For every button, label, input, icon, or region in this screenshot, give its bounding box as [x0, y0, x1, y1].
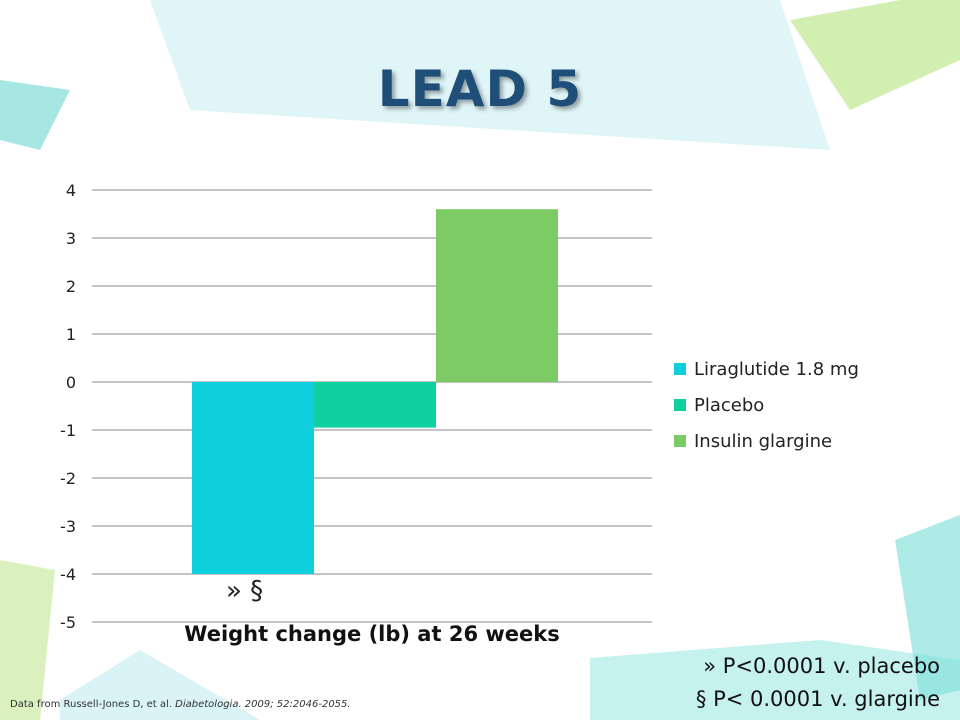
- deco-shape-left: [0, 80, 70, 150]
- y-tick-label: 0: [66, 373, 76, 392]
- legend-swatch: [674, 399, 686, 411]
- deco-shape-right: [895, 515, 960, 700]
- deco-shape-bottomright: [590, 640, 960, 720]
- source-journal: Diabetologia. 2009; 52:2046-2055.: [175, 699, 351, 710]
- legend-swatch: [674, 363, 686, 375]
- footnote-glargine: § P< 0.0001 v. glargine: [695, 687, 940, 711]
- bars-layer: [192, 209, 558, 574]
- deco-shape-topright: [790, 0, 960, 110]
- y-tick-label: -2: [60, 469, 76, 488]
- y-tick-label: 1: [66, 325, 76, 344]
- bar-placebo: [314, 382, 436, 428]
- deco-shape-bottomleft: [0, 560, 55, 720]
- x-axis-title: Weight change (lb) at 26 weeks: [184, 622, 560, 646]
- deco-shape-bottomleft2: [60, 650, 260, 720]
- legend-label: Placebo: [694, 395, 764, 416]
- footnote-placebo: » P<0.0001 v. placebo: [703, 654, 940, 678]
- source-citation: Data from Russell-Jones D, et al. Diabet…: [10, 699, 351, 710]
- y-tick-label: -5: [60, 613, 76, 632]
- bar-insulin-glargine: [436, 209, 558, 382]
- legend-swatch: [674, 435, 686, 447]
- legend-label: Liraglutide 1.8 mg: [694, 359, 859, 380]
- y-tick-label: -1: [60, 421, 76, 440]
- y-tick-label: 4: [66, 181, 76, 200]
- y-tick-label: 2: [66, 277, 76, 296]
- source-prefix: Data from Russell-Jones D, et al.: [10, 699, 176, 710]
- significance-marker: » §: [226, 576, 264, 606]
- legend-label: Insulin glargine: [694, 431, 832, 452]
- y-tick-label: -4: [60, 565, 76, 584]
- slide-title: LEAD 5: [377, 60, 583, 118]
- tick-labels: 4 3 2 1 0 -1 -2 -3 -4 -5: [60, 181, 76, 632]
- legend: Liraglutide 1.8 mg Placebo Insulin glargin…: [674, 359, 859, 452]
- deco-shape-top: [150, 0, 830, 150]
- y-tick-label: 3: [66, 229, 76, 248]
- bar-liraglutide-1-8-mg: [192, 382, 314, 574]
- y-tick-label: -3: [60, 517, 76, 536]
